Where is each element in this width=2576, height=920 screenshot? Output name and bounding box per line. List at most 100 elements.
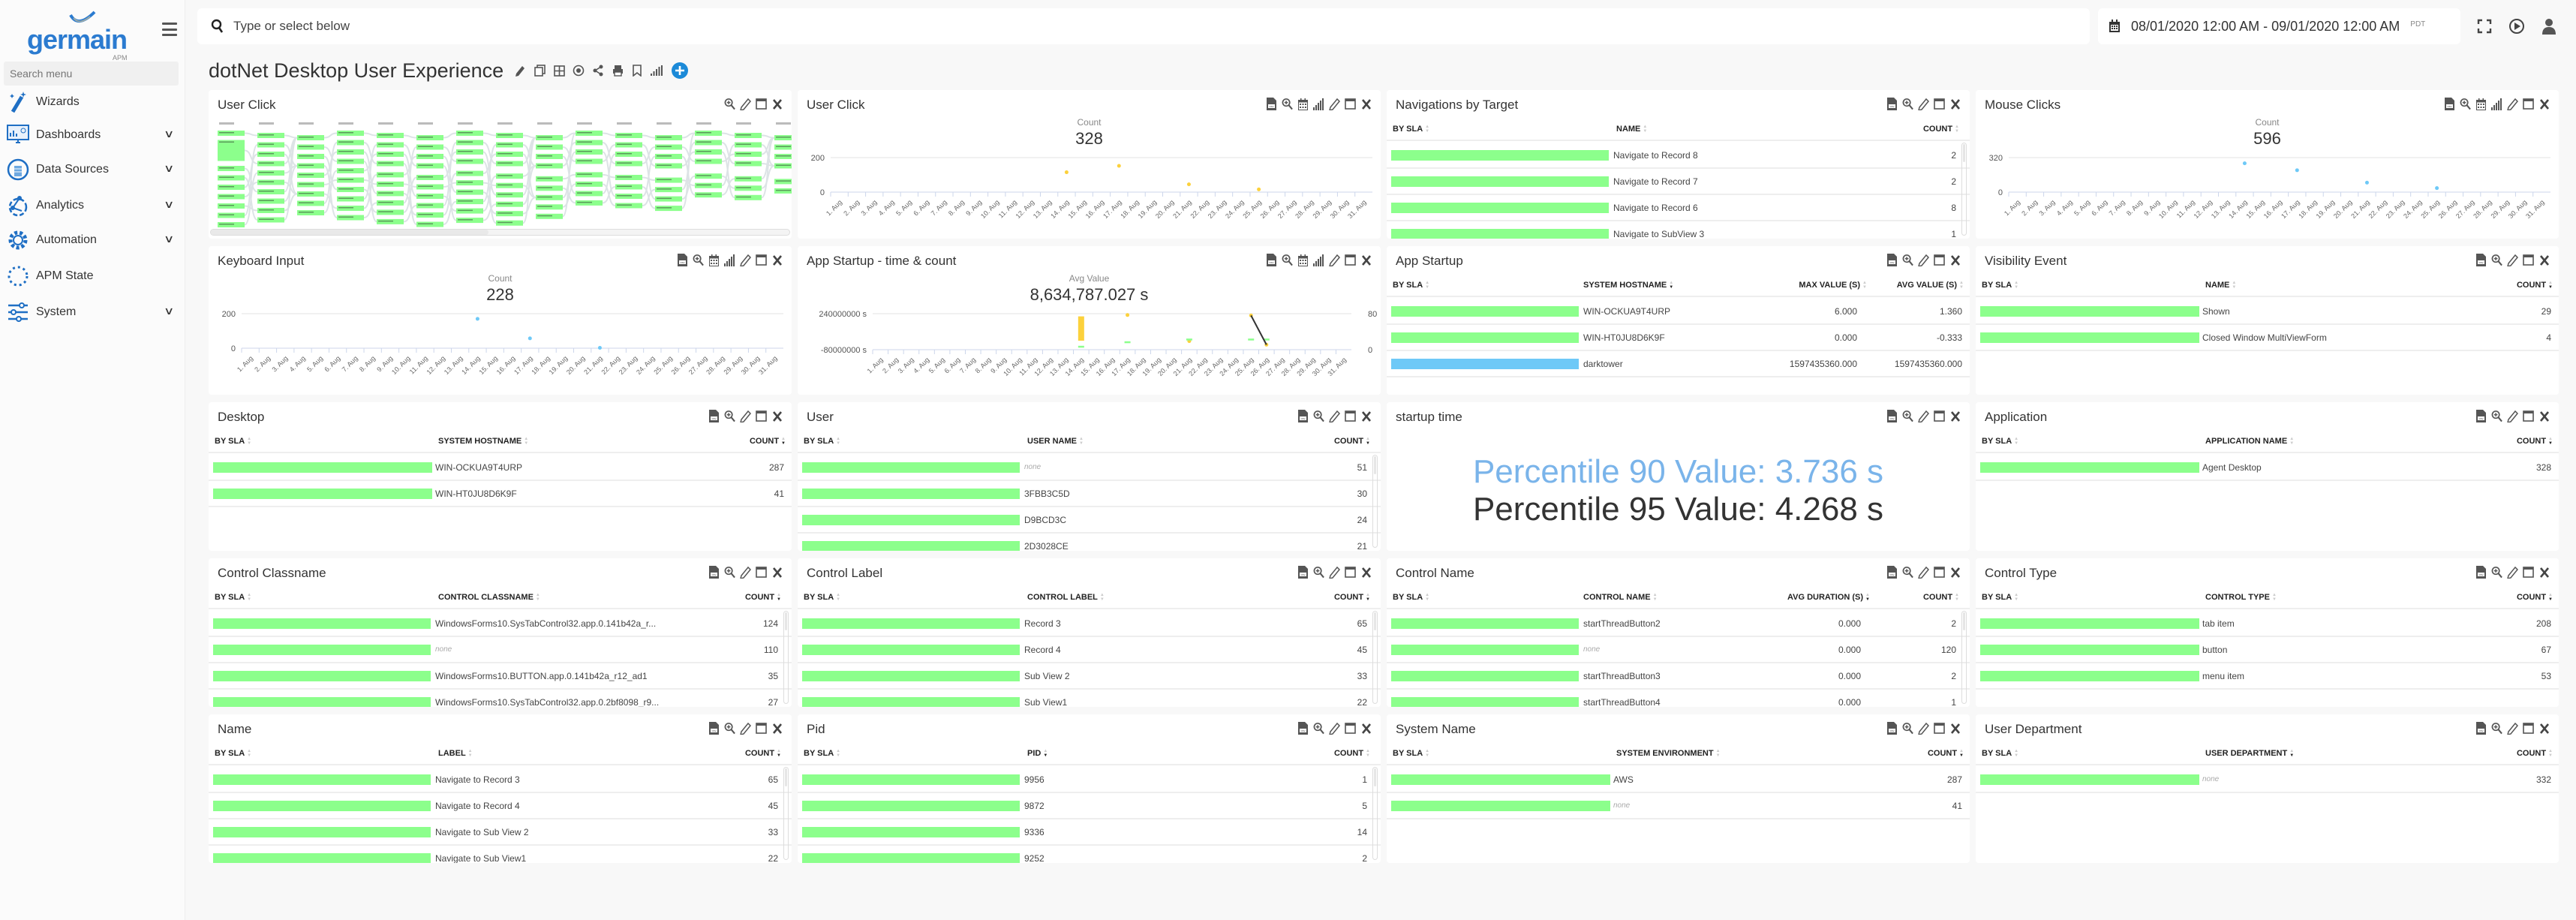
column-header-by-sla[interactable]: BY SLA ▲ ▼ xyxy=(215,587,251,608)
csv-export-icon[interactable]: csv xyxy=(1886,254,1898,266)
csv-export-icon[interactable]: csv xyxy=(2475,722,2487,735)
flow-node[interactable] xyxy=(695,192,722,198)
sort-icon[interactable]: ▲ ▼ xyxy=(2548,593,2553,602)
sort-icon[interactable]: ▲ ▼ xyxy=(1643,125,1648,134)
column-header-user-department[interactable]: USER DEPARTMENT ▲ ▼ xyxy=(2205,743,2294,764)
table-row[interactable]: Navigate to Sub View 2 33 xyxy=(209,819,792,846)
table-row[interactable]: Agent Desktop 328 xyxy=(1976,455,2559,481)
maximize-icon[interactable] xyxy=(1934,722,1945,735)
zoom-in-icon[interactable] xyxy=(1902,722,1913,735)
csv-export-icon[interactable]: csv xyxy=(1297,722,1309,735)
maximize-icon[interactable] xyxy=(2523,254,2534,266)
csv-export-icon[interactable]: csv xyxy=(1886,566,1898,579)
maximize-icon[interactable] xyxy=(756,722,767,735)
edit-icon[interactable] xyxy=(1329,722,1340,735)
chevron-down-icon[interactable]: ∨ xyxy=(163,233,175,245)
table-row[interactable]: WindowsForms10.SysTabControl32.app.0.2bf… xyxy=(209,690,792,707)
close-icon[interactable] xyxy=(1949,722,1961,735)
sort-icon[interactable]: ▲ ▼ xyxy=(2014,593,2019,602)
maximize-icon[interactable] xyxy=(1934,566,1945,579)
zoom-in-icon[interactable] xyxy=(724,566,735,579)
table-row[interactable]: WIN-OCKUA9T4URP 6.000 1.360 xyxy=(1387,299,1970,325)
play-icon[interactable] xyxy=(2508,18,2525,35)
table-row[interactable]: none 51 xyxy=(798,455,1381,481)
scrollbar-thumb[interactable] xyxy=(211,230,489,235)
close-icon[interactable] xyxy=(1949,98,1961,110)
table-row[interactable]: Navigate to Record 7 2 xyxy=(1387,169,1970,195)
column-header-by-sla[interactable]: BY SLA ▲ ▼ xyxy=(804,743,840,764)
column-header-count[interactable]: COUNT ▲ ▼ xyxy=(745,743,781,764)
table-row[interactable]: 9956 1 xyxy=(798,767,1381,793)
zoom-in-icon[interactable] xyxy=(1313,722,1324,735)
edit-icon[interactable] xyxy=(1329,410,1340,422)
add-icon[interactable] xyxy=(670,61,690,80)
edit-icon[interactable] xyxy=(740,722,751,735)
maximize-icon[interactable] xyxy=(756,566,767,579)
data-marker[interactable] xyxy=(1078,345,1084,348)
column-header-count[interactable]: COUNT ▲ ▼ xyxy=(1928,743,1964,764)
csv-export-icon[interactable]: csv xyxy=(2475,566,2487,579)
signal-icon[interactable] xyxy=(651,64,663,77)
horizontal-scrollbar[interactable] xyxy=(210,229,790,236)
table-row[interactable]: Sub View 2 33 xyxy=(798,663,1381,690)
edit-icon[interactable] xyxy=(740,566,751,579)
sort-icon[interactable]: ▲ ▼ xyxy=(2548,437,2553,446)
sort-icon[interactable]: ▲ ▼ xyxy=(2014,437,2019,446)
table-row[interactable]: 9252 2 xyxy=(798,846,1381,863)
column-header-by-sla[interactable]: BY SLA ▲ ▼ xyxy=(1982,587,2018,608)
maximize-icon[interactable] xyxy=(1934,410,1945,422)
sort-icon[interactable]: ▲ ▼ xyxy=(836,749,841,758)
column-header-avg-duration-s[interactable]: AVG DURATION (S) ▲ ▼ xyxy=(1787,587,1870,608)
bar[interactable] xyxy=(1078,316,1084,341)
close-icon[interactable] xyxy=(2538,254,2550,266)
sort-icon[interactable]: ▲ ▼ xyxy=(1865,593,1870,602)
sidebar-item-data-sources[interactable]: Data Sources ∨ xyxy=(6,156,179,183)
vertical-scrollbar[interactable] xyxy=(1372,767,1378,860)
table-row[interactable]: WindowsForms10.BUTTON.app.0.141b42a_r12_… xyxy=(209,663,792,690)
zoom-in-icon[interactable] xyxy=(1902,410,1913,422)
sidebar-item-dashboards[interactable]: Dashboards ∨ xyxy=(6,122,179,149)
column-header-system-environment[interactable]: SYSTEM ENVIRONMENT ▲ ▼ xyxy=(1616,743,1721,764)
close-icon[interactable] xyxy=(1949,410,1961,422)
column-header-system-hostname[interactable]: SYSTEM HOSTNAME ▲ ▼ xyxy=(438,431,528,452)
sort-icon[interactable]: ▲ ▼ xyxy=(1955,125,1959,134)
sort-icon[interactable]: ▲ ▼ xyxy=(2014,281,2019,290)
eye-icon[interactable] xyxy=(573,64,585,77)
column-header-count[interactable]: COUNT ▲ ▼ xyxy=(745,587,781,608)
data-point[interactable] xyxy=(597,346,602,350)
edit-icon[interactable] xyxy=(1329,98,1340,110)
chevron-down-icon[interactable]: ∨ xyxy=(163,162,175,174)
column-header-user-name[interactable]: USER NAME ▲ ▼ xyxy=(1027,431,1084,452)
edit-icon[interactable] xyxy=(1329,254,1340,266)
zoom-in-icon[interactable] xyxy=(2491,254,2502,266)
flow-node[interactable] xyxy=(655,177,682,183)
column-header-by-sla[interactable]: BY SLA ▲ ▼ xyxy=(1393,119,1429,140)
table-row[interactable]: none 0.000 120 xyxy=(1387,637,1970,663)
edit-icon[interactable] xyxy=(2507,566,2518,579)
flow-node[interactable] xyxy=(496,201,523,207)
data-marker[interactable] xyxy=(1248,338,1255,341)
zoom-in-icon[interactable] xyxy=(1902,566,1913,579)
edit-icon[interactable] xyxy=(1329,566,1340,579)
sort-icon[interactable]: ▲ ▼ xyxy=(1366,437,1370,446)
vertical-scrollbar[interactable] xyxy=(783,767,789,860)
close-icon[interactable] xyxy=(1360,410,1372,422)
data-marker[interactable] xyxy=(1124,341,1131,344)
sort-icon[interactable]: ▲ ▼ xyxy=(1959,749,1964,758)
maximize-icon[interactable] xyxy=(2523,410,2534,422)
sort-icon[interactable]: ▲ ▼ xyxy=(1043,749,1048,758)
calendar-icon[interactable] xyxy=(2475,98,2487,110)
edit-icon[interactable] xyxy=(740,98,751,110)
column-header-by-sla[interactable]: BY SLA ▲ ▼ xyxy=(1393,587,1429,608)
chart-type-icon[interactable] xyxy=(1313,254,1324,266)
close-icon[interactable] xyxy=(2538,722,2550,735)
bookmark-icon[interactable] xyxy=(631,64,643,77)
table-row[interactable]: button 67 xyxy=(1976,637,2559,663)
sidebar-item-automation[interactable]: Automation ∨ xyxy=(6,227,179,254)
sort-icon[interactable]: ▲ ▼ xyxy=(2289,749,2295,758)
data-point[interactable] xyxy=(2364,180,2369,185)
table-row[interactable]: Closed Window MultiViewForm 4 xyxy=(1976,325,2559,351)
table-row[interactable]: Navigate to SubView 3 1 xyxy=(1387,221,1970,239)
maximize-icon[interactable] xyxy=(1345,410,1356,422)
maximize-icon[interactable] xyxy=(1345,722,1356,735)
